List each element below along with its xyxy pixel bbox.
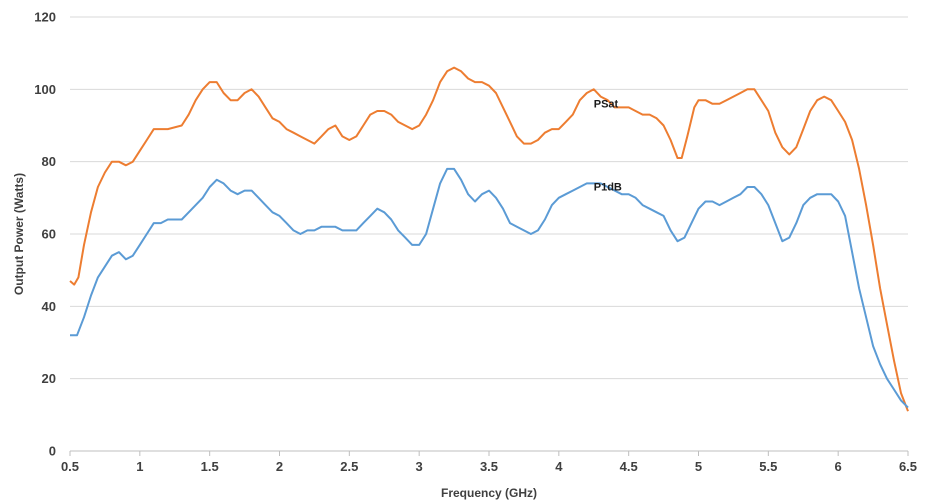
x-tick-label: 4 bbox=[555, 459, 563, 474]
x-tick-label: 3.5 bbox=[480, 459, 498, 474]
y-tick-label: 0 bbox=[49, 444, 56, 459]
y-axis-title: Output Power (Watts) bbox=[12, 173, 26, 295]
axes bbox=[69, 450, 909, 456]
series-label-psat: PSat bbox=[594, 98, 619, 110]
x-axis-title: Frequency (GHz) bbox=[441, 486, 537, 500]
series-line-psat bbox=[69, 66, 909, 412]
x-tick-label: 1.5 bbox=[201, 459, 219, 474]
y-tick-label: 100 bbox=[34, 82, 56, 97]
x-tick-label: 4.5 bbox=[620, 459, 638, 474]
y-tick-label: 80 bbox=[42, 154, 56, 169]
y-tick-label: 120 bbox=[34, 10, 56, 25]
gridlines bbox=[70, 16, 908, 380]
y-axis-tick-labels: 0 20 40 60 80 100 120 bbox=[34, 10, 56, 459]
series-label-p1db: P1dB bbox=[594, 182, 622, 194]
x-axis-tick-labels: 0.5 1 1.5 2 2.5 3 3.5 4 4.5 5 5.5 6 6.5 bbox=[61, 459, 917, 474]
x-tick-label: 2 bbox=[276, 459, 283, 474]
x-tick-label: 3 bbox=[416, 459, 423, 474]
series-line-p1db bbox=[70, 167, 909, 409]
y-tick-label: 40 bbox=[42, 299, 56, 314]
x-tick-label: 0.5 bbox=[61, 459, 79, 474]
data-series bbox=[69, 66, 909, 412]
x-tick-label: 2.5 bbox=[340, 459, 358, 474]
y-tick-label: 20 bbox=[42, 371, 56, 386]
x-tick-label: 6 bbox=[835, 459, 842, 474]
x-tick-label: 5 bbox=[695, 459, 702, 474]
x-tick-label: 6.5 bbox=[899, 459, 917, 474]
series-labels: PSat P1dB bbox=[594, 98, 622, 193]
y-tick-label: 60 bbox=[42, 227, 56, 242]
x-tick-label: 5.5 bbox=[759, 459, 777, 474]
x-tick-label: 1 bbox=[136, 459, 143, 474]
